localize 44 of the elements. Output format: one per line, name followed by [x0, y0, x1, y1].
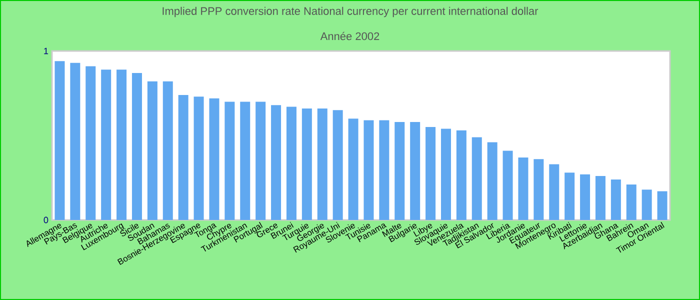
bar [271, 105, 282, 220]
bar [364, 120, 374, 220]
bar [472, 137, 482, 220]
bar [256, 102, 266, 220]
bar [487, 142, 498, 220]
bar [162, 81, 173, 220]
bar [132, 72, 142, 220]
bar [86, 66, 96, 220]
bar [70, 62, 80, 220]
bar [626, 184, 636, 220]
bar [240, 102, 250, 220]
bar [317, 108, 328, 220]
y-tick-label: 0 [44, 216, 48, 224]
bar [580, 174, 590, 220]
bar [595, 176, 606, 220]
bar [549, 164, 560, 220]
bar [534, 159, 544, 220]
y-tick-label: 1 [44, 48, 48, 54]
bar [54, 61, 65, 220]
bar [657, 191, 668, 220]
bar [224, 102, 235, 220]
bar [518, 157, 528, 220]
bar [178, 94, 188, 220]
bar [101, 70, 112, 220]
chart-title: Implied PPP conversion rate National currency per current international dollar [162, 6, 538, 18]
bar [440, 128, 451, 220]
chart-subtitle: Année 2002 [320, 32, 380, 40]
bar [379, 120, 390, 220]
bar [456, 130, 466, 220]
bar [302, 108, 312, 220]
bar [209, 98, 220, 220]
bar [116, 70, 127, 220]
bar [194, 96, 204, 220]
bar [332, 110, 343, 220]
bar [348, 118, 358, 220]
bar [502, 150, 513, 220]
bar [610, 179, 621, 220]
bar [286, 106, 296, 220]
bar [426, 127, 436, 220]
bar [147, 81, 158, 220]
bar [394, 122, 405, 220]
bar [410, 122, 420, 220]
bar [642, 190, 652, 220]
bar [564, 172, 575, 220]
